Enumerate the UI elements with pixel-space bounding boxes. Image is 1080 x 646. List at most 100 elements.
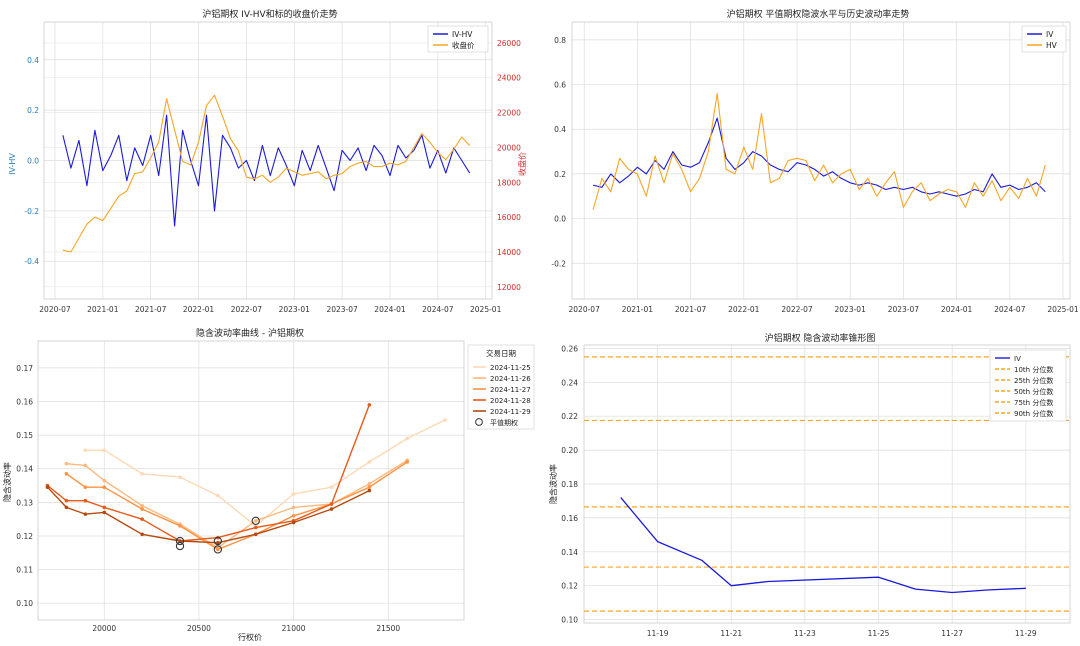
chart3-xlabel: 行权价 xyxy=(238,632,262,642)
chart3-smile-point xyxy=(291,505,296,510)
chart2-ytick-label: 0.2 xyxy=(554,170,566,179)
chart4-ytick-label: 0.18 xyxy=(561,480,578,489)
chart3-smile-point xyxy=(64,498,69,503)
chart1-y2tick-label: 12000 xyxy=(497,283,521,292)
chart4-xtick-label: 11-19 xyxy=(647,629,669,638)
chart3-smile-point xyxy=(140,532,144,537)
chart4-legend-label: 10th 分位数 xyxy=(1014,365,1053,374)
chart3-smile-point xyxy=(102,505,107,510)
chart3-ytick-label: 0.12 xyxy=(16,532,33,541)
chart3-smile-point xyxy=(367,488,372,493)
chart3-legend-label: 2024-11-28 xyxy=(490,397,531,405)
chart3-smile-point xyxy=(83,498,88,503)
chart4-legend-label: IV xyxy=(1014,355,1021,363)
chart1-ytick-label: 0.2 xyxy=(27,106,39,115)
chart3-smile-point xyxy=(216,547,220,552)
chart4-ytick-label: 0.14 xyxy=(561,548,578,557)
chart1-xtick-label: 2021-01 xyxy=(87,305,119,314)
chart3-legend-title: 交易日期 xyxy=(486,348,516,358)
chart2-xtick-label: 2020-07 xyxy=(569,305,601,314)
chart3-legend xyxy=(467,344,535,430)
chart3-smile-point xyxy=(329,502,334,506)
chart4-xtick-label: 11-27 xyxy=(941,629,963,638)
chart3-atm-marker xyxy=(175,541,185,551)
chart3-smile-point xyxy=(83,463,88,468)
chart3-legend-label: 2024-11-29 xyxy=(490,408,531,416)
chart3-ytick-label: 0.17 xyxy=(16,364,33,373)
chart3-xtick-label: 21000 xyxy=(282,624,306,633)
chart3-smile-point xyxy=(178,539,182,543)
chart3-smile-point xyxy=(291,520,296,525)
chart3-smile-point xyxy=(64,461,69,466)
chart1-xtick-label: 2020-07 xyxy=(39,305,71,314)
chart-vol-cone: 沪铝期权 隐含波动率锥形图 隐含波动率 11-19 11-21 11-23 11-25… xyxy=(548,332,1071,638)
chart3-smile-point xyxy=(367,403,372,407)
chart3-smile-point xyxy=(140,503,144,508)
chart3-legend-atm-swatch xyxy=(475,418,483,426)
chart2-ytick-label: 0.6 xyxy=(554,81,566,90)
chart3-atm-marker xyxy=(213,545,223,554)
chart3-smile-point xyxy=(64,471,69,476)
chart3-ytick-label: 0.10 xyxy=(16,599,33,608)
chart3-atm-marker xyxy=(175,536,185,546)
chart3-smile-point xyxy=(83,448,88,453)
chart3-smile-point xyxy=(216,493,220,498)
chart3-smile-point xyxy=(443,418,447,422)
chart1-y2tick-label: 16000 xyxy=(497,213,521,222)
chart1-y2tick-label: 26000 xyxy=(497,39,521,48)
chart3-ytick-label: 0.13 xyxy=(16,498,33,507)
chart3-atm-marker xyxy=(251,516,260,525)
chart2-ytick-label: -0.2 xyxy=(551,259,566,268)
chart3-smile-point xyxy=(216,540,220,545)
chart3-smile-point xyxy=(45,485,50,490)
chart1-y2tick-label: 14000 xyxy=(497,248,521,257)
chart2-xtick-label: 2021-07 xyxy=(675,305,707,314)
chart1-y2tick-label: 22000 xyxy=(497,109,521,118)
chart2-xtick-label: 2022-01 xyxy=(728,305,760,314)
chart1-xtick-label: 2021-07 xyxy=(135,305,167,314)
chart3-smile-point xyxy=(102,485,107,490)
chart1-y2tick-label: 24000 xyxy=(497,74,521,83)
chart4-iv-line xyxy=(620,497,1026,594)
chart1-title: 沪铝期权 IV-HV和标的收盘价走势 xyxy=(202,8,337,20)
chart2-xtick-label: 2023-07 xyxy=(888,305,920,314)
chart2-series-line-hv xyxy=(592,92,1046,210)
chart2-ytick-label: 0.8 xyxy=(554,36,566,45)
chart3-smile-point xyxy=(102,448,107,453)
chart1-series-line-close xyxy=(62,94,471,253)
chart3-legend-label: 2024-11-25 xyxy=(490,364,531,372)
chart1-xtick-label: 2022-07 xyxy=(231,305,263,314)
chart3-atm-marker xyxy=(213,536,223,546)
chart2-title: 沪铝期权 平值期权隐波水平与历史波动率走势 xyxy=(727,8,910,20)
chart3-smile-point xyxy=(405,460,410,464)
chart1-ytick-label: -0.2 xyxy=(24,207,39,216)
chart2-xtick-label: 2022-07 xyxy=(781,305,813,314)
chart3-smile-point xyxy=(140,517,144,521)
chart3-smile-point xyxy=(83,512,88,516)
chart4-ytick-label: 0.26 xyxy=(561,344,578,353)
chart3-smile-point xyxy=(102,478,107,483)
chart3-smile-point xyxy=(329,507,334,511)
chart3-smile-point xyxy=(291,513,296,518)
chart3-xtick-label: 21500 xyxy=(376,624,400,633)
chart4-xtick-label: 11-23 xyxy=(794,629,816,638)
chart3-smile-point xyxy=(253,525,258,530)
chart1-y2tick-label: 18000 xyxy=(497,178,521,187)
chart2-xtick-label: 2024-07 xyxy=(994,305,1026,314)
chart1-xtick-label: 2023-01 xyxy=(279,305,311,314)
chart3-smile-point xyxy=(140,507,144,511)
chart4-ytick-label: 0.10 xyxy=(561,616,578,625)
chart3-smile-point xyxy=(178,524,182,528)
chart3-smile-point xyxy=(367,485,372,490)
chart1-legend-label: IV-HV xyxy=(452,30,473,39)
chart1-xtick-label: 2024-07 xyxy=(422,305,454,314)
chart3-legend-atm-label: 平值期权 xyxy=(490,418,518,427)
chart3-ylabel: 隐含波动率 xyxy=(2,462,12,502)
chart4-plot-frame xyxy=(583,344,1071,624)
chart3-smile-point xyxy=(367,460,372,464)
chart3-ytick-label: 0.11 xyxy=(16,566,33,575)
chart3-smile-point xyxy=(83,485,88,490)
chart2-xtick-label: 2025-01 xyxy=(1047,305,1079,314)
chart4-title: 沪铝期权 隐含波动率锥形图 xyxy=(765,332,876,344)
